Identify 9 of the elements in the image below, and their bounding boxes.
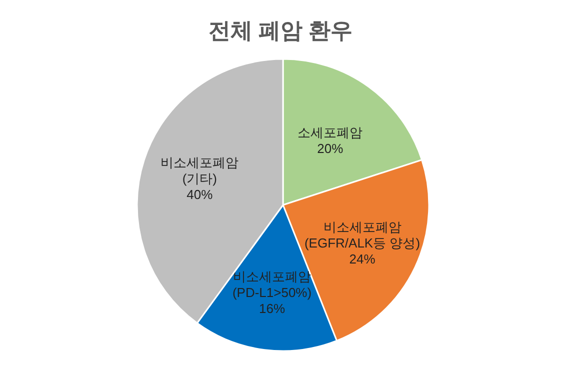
slice-label: 비소세포폐암 (PD-L1>50%)	[232, 268, 312, 300]
data-label: 20%	[317, 141, 344, 156]
data-label: 16%	[259, 300, 286, 316]
slice-label: 소세포폐암	[298, 125, 363, 140]
chart-title: 전체 폐암 환우	[208, 18, 353, 43]
data-label: 40%	[186, 186, 214, 202]
data-label: 24%	[349, 251, 376, 266]
slice-label: 비소세포폐암 (기타)	[160, 154, 239, 186]
slice-label: 비소세포폐암 (EGFR/ALK등 양성)	[304, 219, 420, 250]
